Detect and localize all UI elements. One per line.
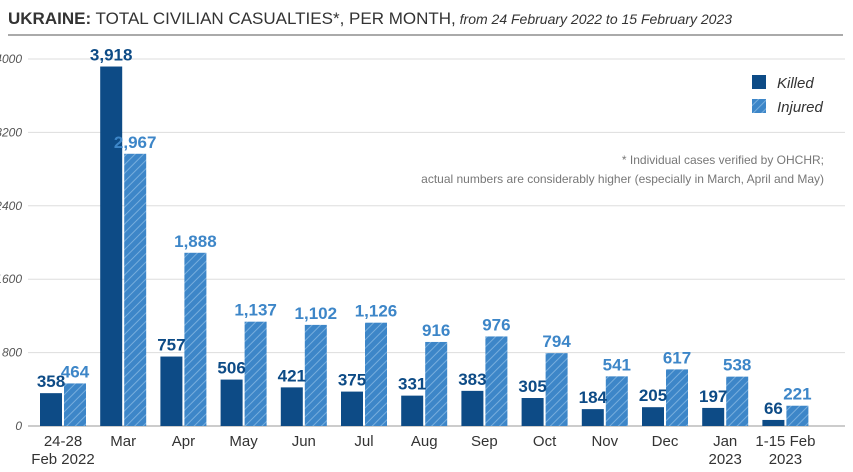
data-label-killed: 197	[699, 387, 727, 406]
data-label-killed: 184	[579, 388, 608, 407]
data-label-injured: 1,102	[295, 304, 338, 323]
bar-injured	[786, 405, 809, 426]
x-tick-label: 2023	[769, 451, 802, 468]
x-tick-label: 24-28	[44, 433, 82, 450]
x-tick-label: Mar	[110, 433, 136, 450]
data-label-injured: 617	[663, 348, 691, 367]
legend: Killed Injured	[752, 75, 824, 116]
chart-title-bold: UKRAINE:	[8, 9, 91, 28]
data-label-injured: 221	[783, 385, 811, 404]
legend-swatch-killed	[752, 75, 766, 89]
data-label-killed: 205	[639, 386, 667, 405]
data-label-injured: 976	[482, 315, 510, 334]
x-tick-label: Oct	[533, 433, 557, 450]
bar-killed	[581, 409, 604, 426]
data-label-injured: 538	[723, 356, 751, 375]
data-label-injured: 541	[603, 355, 631, 374]
x-tick-label: Feb 2022	[31, 451, 94, 468]
x-tick-label: May	[229, 433, 258, 450]
bar-injured	[124, 153, 147, 426]
bar-killed	[702, 407, 725, 426]
bar-injured	[545, 353, 568, 426]
bar-injured	[485, 336, 508, 426]
x-tick-label: Aug	[411, 433, 438, 450]
bar-injured	[244, 321, 267, 426]
y-tick-label: 2400	[0, 199, 22, 213]
bar-injured	[184, 252, 207, 426]
legend-swatch-injured	[752, 99, 766, 113]
x-tick-label: Dec	[652, 433, 679, 450]
y-tick-label: 3200	[0, 125, 22, 139]
data-label-killed: 506	[217, 359, 245, 378]
y-axis: 0 800 1600 2400 3200 4000	[0, 52, 22, 433]
data-label-killed: 358	[37, 372, 65, 391]
x-tick-label: Jul	[354, 433, 373, 450]
data-label-killed: 3,918	[90, 46, 133, 65]
bar-killed	[521, 398, 544, 426]
data-label-killed: 757	[157, 336, 185, 355]
bar-injured	[425, 341, 448, 426]
bar-injured	[304, 324, 327, 426]
y-tick-label: 1600	[0, 272, 22, 286]
note-line-2: actual numbers are considerably higher (…	[421, 172, 824, 186]
data-label-injured: 464	[61, 362, 90, 381]
bar-killed	[401, 395, 424, 426]
data-label-killed: 421	[278, 366, 306, 385]
x-tick-label: 1-15 Feb	[755, 433, 815, 450]
x-tick-label: Jun	[292, 433, 316, 450]
chart-title-main: TOTAL CIVILIAN CASUALTIES*, PER MONTH,	[91, 9, 456, 28]
bar-killed	[220, 379, 243, 426]
bar-killed	[160, 356, 183, 426]
bar-killed	[280, 387, 303, 426]
bar-killed	[642, 407, 664, 426]
data-label-injured: 1,888	[174, 232, 217, 251]
x-tick-label: Nov	[591, 433, 618, 450]
bar-injured	[365, 322, 387, 426]
y-tick-label: 4000	[0, 52, 22, 66]
chart-title: UKRAINE: TOTAL CIVILIAN CASUALTIES*, PER…	[8, 9, 732, 28]
chart-title-sub: from 24 February 2022 to 15 February 202…	[456, 11, 732, 27]
data-label-killed: 383	[458, 370, 486, 389]
bar-injured	[666, 369, 688, 426]
bar-killed	[100, 66, 123, 426]
x-tick-label: Apr	[172, 433, 195, 450]
data-label-killed: 66	[764, 399, 783, 418]
bar-killed	[341, 391, 363, 426]
legend-label-injured: Injured	[777, 99, 824, 116]
x-tick-label: Sep	[471, 433, 498, 450]
note-line-1: * Individual cases verified by OHCHR;	[622, 153, 824, 167]
bars	[40, 66, 809, 426]
bar-injured	[605, 376, 628, 426]
legend-label-killed: Killed	[777, 75, 814, 92]
bar-injured	[726, 376, 749, 426]
data-label-killed: 331	[398, 375, 426, 394]
x-tick-label: Jan	[713, 433, 737, 450]
data-label-killed: 305	[518, 377, 546, 396]
bar-injured	[64, 383, 86, 426]
bar-killed	[40, 393, 62, 426]
data-label-killed: 375	[338, 371, 366, 390]
data-label-injured: 916	[422, 321, 450, 340]
data-label-injured: 794	[542, 332, 571, 351]
data-label-injured: 1,137	[234, 301, 277, 320]
data-label-injured: 1,126	[355, 302, 398, 321]
y-tick-label: 0	[15, 419, 22, 433]
bar-killed	[762, 419, 785, 426]
x-tick-label: 2023	[709, 451, 742, 468]
data-label-injured: 2,967	[114, 133, 157, 152]
bar-killed	[461, 390, 484, 426]
y-tick-label: 800	[2, 346, 22, 360]
